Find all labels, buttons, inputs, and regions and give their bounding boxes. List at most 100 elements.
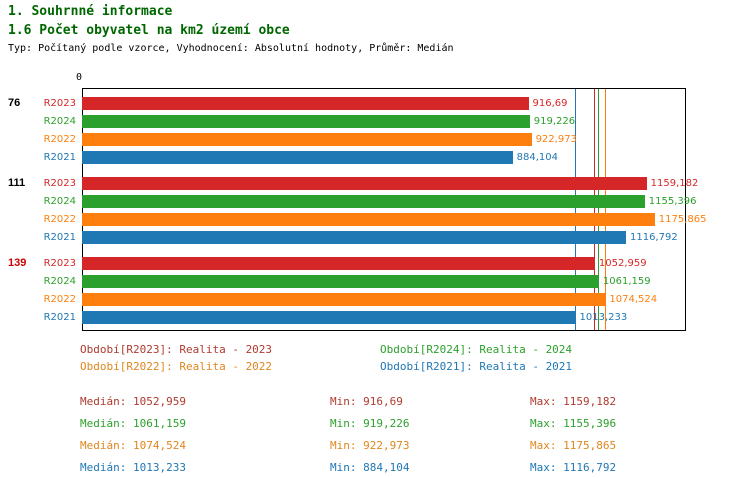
stats-row-r2021: Medián: 1013,233 Min: 884,104 Max: 1116,… <box>80 456 616 478</box>
chart-group-76: 76 R2023 916,69 R2024 919,226 R2022 922,973 R20… <box>0 94 686 166</box>
bar-r2022 <box>82 132 532 146</box>
median-line-r2021 <box>574 89 576 330</box>
stats-panel: Medián: 1052,959 Min: 916,69 Max: 1159,1… <box>80 390 616 478</box>
group-label: 139 <box>8 257 27 269</box>
bar-track: 1155,396 <box>82 194 697 208</box>
chart-title: 1.6 Počet obyvatel na km2 území obce <box>8 23 290 38</box>
bar-r2022 <box>82 292 606 306</box>
bar-row: R2021 1116,792 <box>0 228 686 246</box>
bar-track: 1175,865 <box>82 212 706 226</box>
bar-value: 916,69 <box>532 97 568 109</box>
bar-row: 139 R2023 1052,959 <box>0 254 686 272</box>
stat-max: Max: 1175,865 <box>530 438 617 452</box>
bar-value: 1013,233 <box>579 311 628 323</box>
chart-meta: Typ: Počítaný podle vzorce, Vyhodnocení:… <box>8 43 454 54</box>
bar-track: 1116,792 <box>82 230 686 244</box>
legend-item-r2021: Období[R2021]: Realita - 2021 <box>380 360 573 373</box>
group-label: 111 <box>8 177 26 189</box>
bar-track: 916,69 <box>82 96 686 110</box>
bar-value: 1155,396 <box>648 195 697 207</box>
bar-r2024 <box>82 194 645 208</box>
bar-value: 1116,792 <box>629 231 678 243</box>
bar-row: 111 R2023 1159,182 <box>0 174 698 192</box>
bar-track: 922,973 <box>82 132 686 146</box>
stat-median: Medián: 1052,959 <box>80 394 186 408</box>
stat-max: Max: 1155,396 <box>530 416 617 430</box>
bar-r2024 <box>82 274 599 288</box>
legend-row: Období[R2022]: Realita - 2022 Období[R20… <box>80 358 572 375</box>
bar-value: 1061,159 <box>602 275 651 287</box>
bar-row: 76 R2023 916,69 <box>0 94 686 112</box>
bar-r2022 <box>82 212 655 226</box>
series-label: R2021 <box>43 311 76 323</box>
bar-row: R2021 1013,233 <box>0 308 686 326</box>
legend-item-r2022: Období[R2022]: Realita - 2022 <box>80 360 273 373</box>
legend-item-r2023: Období[R2023]: Realita - 2023 <box>80 343 273 356</box>
bar-r2024 <box>82 114 530 128</box>
stat-min: Min: 919,226 <box>330 416 410 430</box>
series-label: R2024 <box>43 275 76 287</box>
stat-median: Medián: 1061,159 <box>80 416 186 430</box>
legend-row: Období[R2023]: Realita - 2023 Období[R20… <box>80 341 572 358</box>
median-line-r2024 <box>598 89 600 330</box>
axis-zero-label: 0 <box>76 72 83 83</box>
series-label: R2024 <box>43 195 76 207</box>
series-label: R2022 <box>43 293 76 305</box>
legend-item-r2024: Období[R2024]: Realita - 2024 <box>380 343 573 356</box>
stat-min: Min: 916,69 <box>330 394 403 408</box>
stat-min: Min: 884,104 <box>330 460 410 474</box>
legend: Období[R2023]: Realita - 2023 Období[R20… <box>80 341 572 375</box>
bar-track: 1074,524 <box>82 292 686 306</box>
series-label: R2021 <box>43 231 76 243</box>
median-line-r2022 <box>604 89 606 330</box>
bar-r2021 <box>82 310 576 324</box>
stat-max: Max: 1116,792 <box>530 460 617 474</box>
bar-value: 1175,865 <box>658 213 707 225</box>
bar-row: R2024 919,226 <box>0 112 686 130</box>
plot-area <box>82 88 686 331</box>
group-label: 76 <box>8 97 21 109</box>
bar-row: R2022 1175,865 <box>0 210 706 228</box>
bar-r2021 <box>82 150 513 164</box>
series-label: R2022 <box>43 213 76 225</box>
series-label: R2023 <box>43 177 76 189</box>
bar-row: R2022 1074,524 <box>0 290 686 308</box>
stat-max: Max: 1159,182 <box>530 394 617 408</box>
stat-min: Min: 922,973 <box>330 438 410 452</box>
bar-r2023 <box>82 176 647 190</box>
series-label: R2024 <box>43 115 76 127</box>
stats-row-r2023: Medián: 1052,959 Min: 916,69 Max: 1159,1… <box>80 390 616 412</box>
bar-r2023 <box>82 256 595 270</box>
stats-row-r2024: Medián: 1061,159 Min: 919,226 Max: 1155,… <box>80 412 616 434</box>
bar-r2021 <box>82 230 626 244</box>
bar-value: 919,226 <box>533 115 576 127</box>
series-label: R2021 <box>43 151 76 163</box>
stat-median: Medián: 1074,524 <box>80 438 186 452</box>
bar-track: 1159,182 <box>82 176 698 190</box>
bar-r2023 <box>82 96 529 110</box>
bar-track: 919,226 <box>82 114 686 128</box>
page-title: 1. Souhrnné informace <box>8 4 173 19</box>
bar-row: R2024 1155,396 <box>0 192 697 210</box>
series-label: R2023 <box>43 257 76 269</box>
stats-row-r2022: Medián: 1074,524 Min: 922,973 Max: 1175,… <box>80 434 616 456</box>
series-label: R2022 <box>43 133 76 145</box>
bar-row: R2024 1061,159 <box>0 272 686 290</box>
median-line-r2023 <box>594 89 596 330</box>
chart-group-139: 139 R2023 1052,959 R2024 1061,159 R2022 1074,5… <box>0 254 686 326</box>
bar-value: 884,104 <box>516 151 558 163</box>
bar-track: 884,104 <box>82 150 686 164</box>
bar-value: 1074,524 <box>609 293 658 305</box>
bar-value: 1159,182 <box>650 177 699 189</box>
bar-row: R2021 884,104 <box>0 148 686 166</box>
bar-row: R2022 922,973 <box>0 130 686 148</box>
stat-median: Medián: 1013,233 <box>80 460 186 474</box>
bar-value: 1052,959 <box>598 257 647 269</box>
series-label: R2023 <box>43 97 76 109</box>
bar-track: 1061,159 <box>82 274 686 288</box>
chart-group-111: 111 R2023 1159,182 R2024 1155,396 R2022 1175,8… <box>0 174 706 246</box>
bar-value: 922,973 <box>535 133 577 145</box>
bar-track: 1013,233 <box>82 310 686 324</box>
bar-chart: 76 R2023 916,69 R2024 919,226 R2022 922,973 R20… <box>0 88 706 326</box>
bar-track: 1052,959 <box>82 256 686 270</box>
